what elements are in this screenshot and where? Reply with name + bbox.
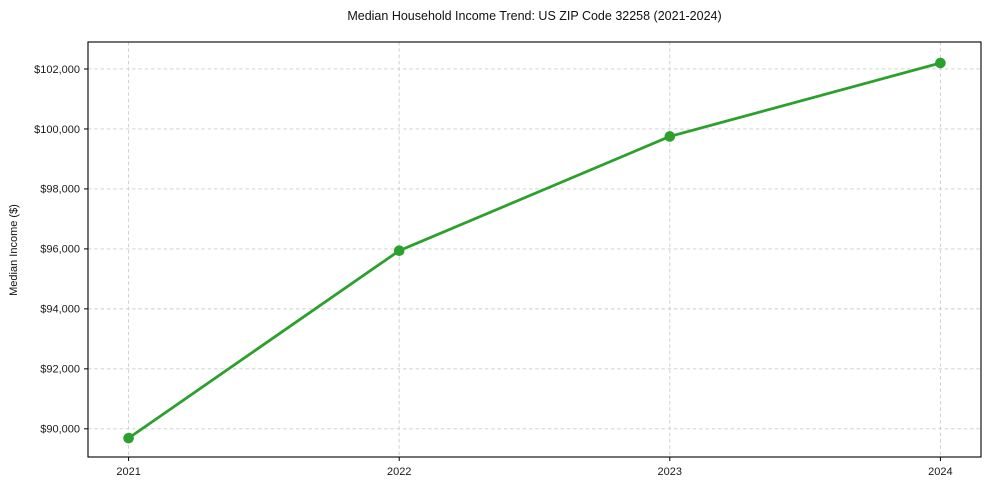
y-tick-label: $96,000 [40, 244, 80, 256]
x-tick-label: 2024 [928, 466, 952, 478]
x-tick-label: 2021 [116, 466, 140, 478]
trend-line [127, 61, 942, 440]
plot-border [87, 41, 982, 458]
x-tick-label: 2022 [387, 466, 411, 478]
data-point-2022 [393, 245, 405, 256]
y-tick-label: $94,000 [40, 304, 80, 316]
y-tick-label: $90,000 [40, 424, 80, 436]
chart-title: Median Household Income Trend: US ZIP Co… [347, 9, 722, 23]
y-tick-label: $100,000 [34, 124, 80, 136]
x-tick-label: 2023 [658, 466, 682, 478]
data-point-2021 [123, 432, 134, 444]
y-tick-label: $92,000 [40, 364, 80, 376]
data-point-2023 [664, 131, 676, 142]
y-tick-label: $102,000 [34, 64, 80, 76]
y-axis-title: Median Income ($) [8, 204, 20, 296]
y-tick-label: $98,000 [40, 184, 80, 196]
data-point-2024 [935, 57, 946, 69]
